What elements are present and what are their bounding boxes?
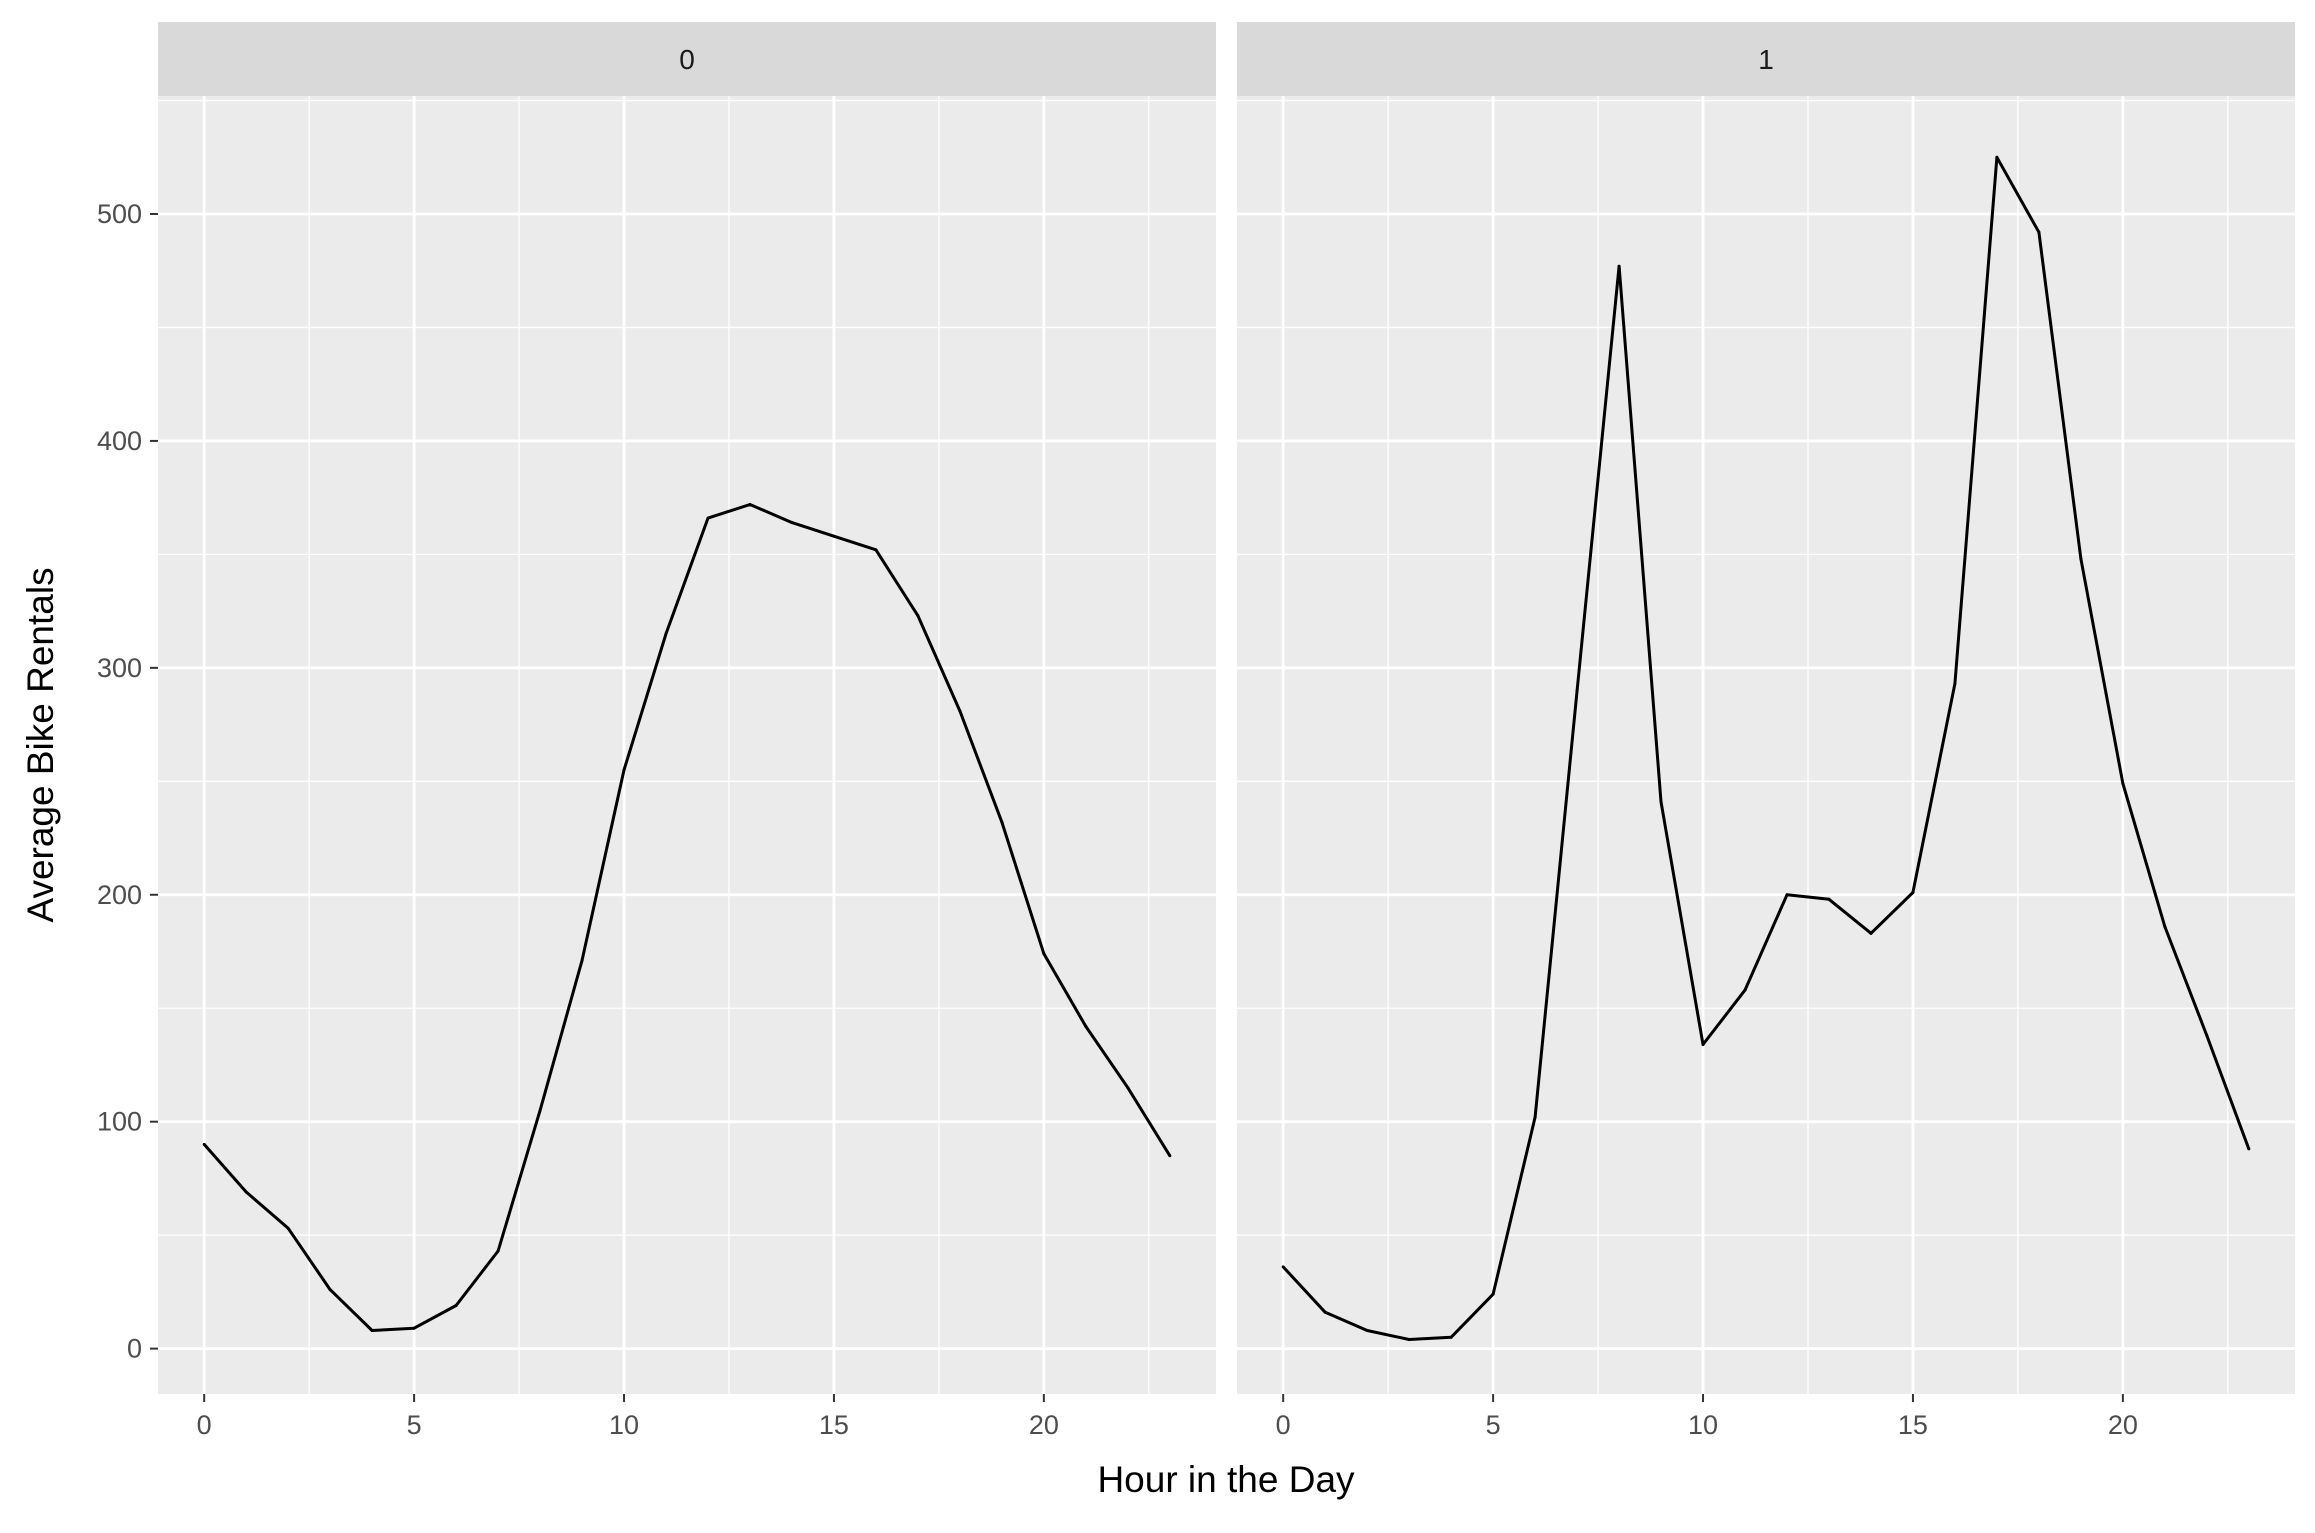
y-tick-label: 300 <box>97 653 142 683</box>
data-point <box>1659 800 1663 804</box>
data-point <box>1869 931 1873 935</box>
data-point <box>1995 155 1999 159</box>
facet-strip-label: 0 <box>679 44 695 75</box>
data-point <box>706 516 710 520</box>
series-line <box>1282 155 2251 1341</box>
data-point <box>244 1190 248 1194</box>
x-tick-label: 0 <box>1276 1410 1291 1440</box>
data-point <box>2247 1147 2251 1151</box>
x-tick-label: 5 <box>407 1410 422 1440</box>
x-tick-label: 20 <box>2108 1410 2138 1440</box>
data-point <box>1042 952 1046 956</box>
x-axis-title: Hour in the Day <box>1097 1459 1355 1500</box>
data-point <box>454 1304 458 1307</box>
data-point <box>1000 820 1004 824</box>
data-point <box>2121 782 2125 786</box>
y-axis: 0 100 200 300 400 500 <box>97 199 158 1364</box>
data-point <box>916 614 920 618</box>
data-point <box>622 768 626 772</box>
data-point <box>1084 1024 1088 1028</box>
data-point <box>202 1142 206 1146</box>
data-point <box>412 1326 416 1330</box>
data-point <box>790 521 794 525</box>
data-point <box>1785 893 1789 897</box>
y-tick-label: 0 <box>127 1334 142 1364</box>
data-point <box>580 959 584 963</box>
data-point <box>328 1288 332 1292</box>
data-point <box>2079 557 2083 561</box>
facet-panel-1: 10 5 10 15 20 <box>1237 22 2295 1440</box>
x-tick-label: 15 <box>1898 1410 1928 1440</box>
data-point <box>496 1249 500 1253</box>
y-tick-label: 100 <box>97 1107 142 1137</box>
data-point <box>832 534 836 538</box>
data-point <box>286 1226 290 1230</box>
y-axis-title: Average Bike Rentals <box>20 567 61 922</box>
data-point <box>1575 689 1579 693</box>
x-tick-label: 0 <box>197 1410 212 1440</box>
data-point <box>1449 1335 1453 1339</box>
data-point <box>2037 230 2041 234</box>
data-point <box>1323 1310 1327 1314</box>
facet-panel-0: 0 0 5 10 15 20 <box>158 22 1216 1440</box>
data-point <box>2163 925 2167 929</box>
x-tick-label: 10 <box>609 1410 639 1440</box>
facet-strip-label: 1 <box>1758 44 1774 75</box>
data-point <box>1407 1338 1411 1342</box>
data-point <box>958 709 962 713</box>
data-point <box>1168 1154 1172 1158</box>
data-point <box>2205 1033 2209 1037</box>
facet-strip <box>1237 22 2295 96</box>
data-point <box>1533 1115 1537 1119</box>
data-point <box>1365 1328 1369 1332</box>
data-point <box>1953 682 1957 686</box>
data-point <box>1743 988 1747 992</box>
data-point <box>1491 1292 1495 1296</box>
series-line <box>203 503 1172 1332</box>
panel-background <box>158 96 1216 1394</box>
panel-background <box>1237 96 2295 1394</box>
data-point <box>1911 891 1915 894</box>
x-tick-label: 10 <box>1688 1410 1718 1440</box>
data-point <box>748 502 752 506</box>
x-tick-label: 20 <box>1029 1410 1059 1440</box>
data-point <box>1701 1043 1705 1047</box>
x-tick-label: 5 <box>1486 1410 1501 1440</box>
data-point <box>1126 1086 1130 1090</box>
data-point <box>1617 264 1621 268</box>
data-point <box>874 548 878 552</box>
y-tick-label: 200 <box>97 880 142 910</box>
data-point <box>538 1108 542 1112</box>
x-tick-label: 15 <box>819 1410 849 1440</box>
y-tick-label: 400 <box>97 426 142 456</box>
data-point <box>1281 1265 1285 1269</box>
facet-strip <box>158 22 1216 96</box>
data-point <box>664 632 668 636</box>
data-point <box>370 1328 374 1332</box>
data-point <box>1827 897 1831 901</box>
y-tick-label: 500 <box>97 199 142 229</box>
